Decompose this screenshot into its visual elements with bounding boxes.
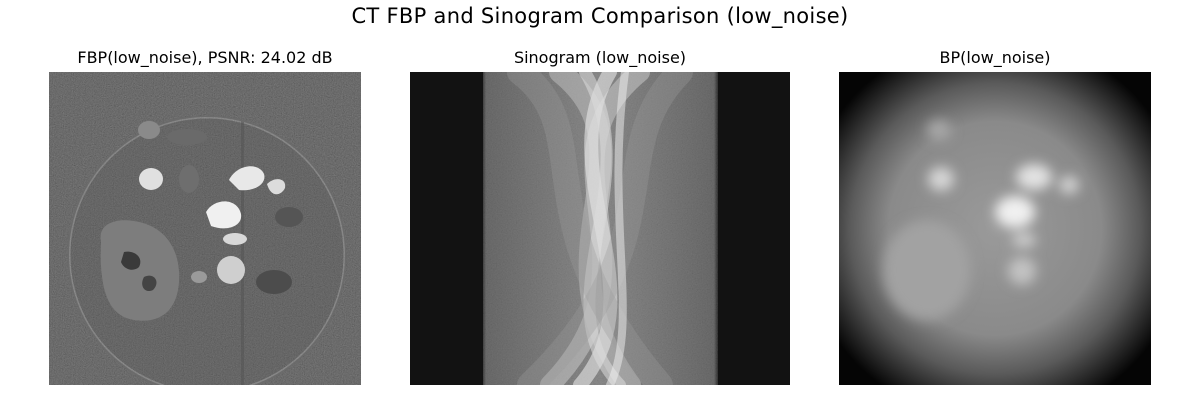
sinogram-image: [410, 72, 790, 385]
fbp-panel-title: FBP(low_noise), PSNR: 24.02 dB: [49, 48, 361, 67]
bp-image: [839, 72, 1151, 385]
bp-panel-title: BP(low_noise): [839, 48, 1151, 67]
fbp-image: [49, 72, 361, 385]
figure-title: CT FBP and Sinogram Comparison (low_nois…: [0, 4, 1200, 28]
sinogram-panel-title: Sinogram (low_noise): [410, 48, 790, 67]
